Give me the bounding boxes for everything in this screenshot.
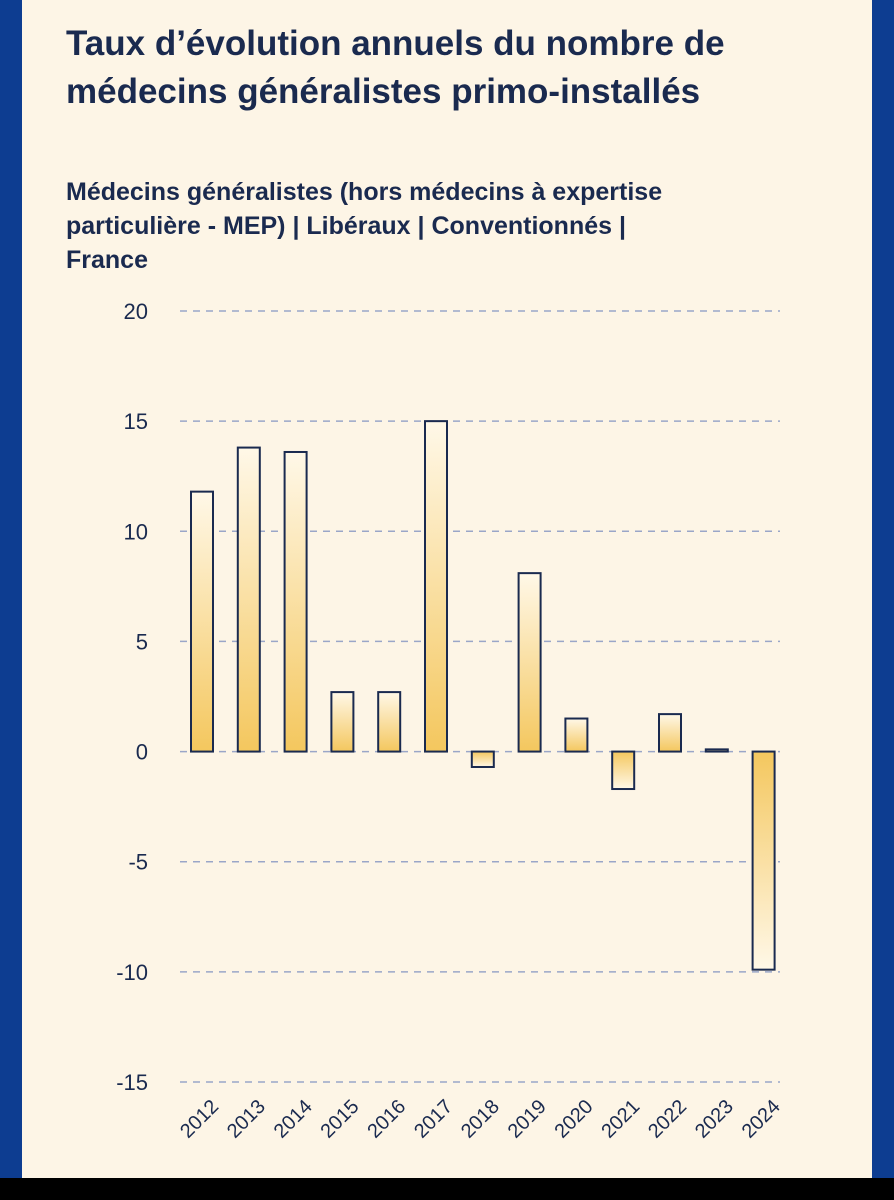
bar-2021 xyxy=(611,750,636,791)
bar-2013 xyxy=(236,446,261,753)
y-tick-label: -10 xyxy=(116,960,148,985)
y-axis-ticks: 20 15 10 5 0 -5 -10 -15 xyxy=(116,299,148,1095)
y-tick-label: -15 xyxy=(116,1070,148,1095)
x-axis-ticks: 2012 2013 2014 2015 2016 2017 2018 2019 2020 2021… xyxy=(176,1096,785,1143)
x-tick-label: 2021 xyxy=(597,1096,644,1143)
bar-2015 xyxy=(330,691,355,753)
bar-2016 xyxy=(377,691,402,753)
x-tick-label: 2022 xyxy=(644,1096,691,1143)
y-tick-label: 10 xyxy=(124,519,148,544)
bar-2022 xyxy=(658,713,682,753)
y-tick-label: 0 xyxy=(136,740,148,765)
bar-2023 xyxy=(704,748,729,753)
x-tick-label: 2012 xyxy=(176,1096,223,1143)
grid-lines xyxy=(180,310,780,1083)
bar-2020 xyxy=(564,717,589,753)
chart-subtitle: Médecins généralistes (hors médecins à e… xyxy=(66,178,663,274)
x-tick-label: 2019 xyxy=(504,1096,551,1143)
x-tick-label: 2015 xyxy=(317,1096,364,1143)
x-tick-label: 2024 xyxy=(738,1096,785,1143)
x-tick-label: 2017 xyxy=(410,1096,457,1143)
bar-2019 xyxy=(517,572,542,753)
bars xyxy=(190,420,776,971)
x-tick-label: 2018 xyxy=(457,1096,504,1143)
x-tick-label: 2014 xyxy=(270,1096,317,1143)
bar-2012 xyxy=(190,490,214,753)
bar-2018 xyxy=(470,750,495,768)
x-tick-label: 2016 xyxy=(363,1096,410,1143)
x-tick-label: 2020 xyxy=(551,1096,598,1143)
y-tick-label: 15 xyxy=(124,409,148,434)
x-tick-label: 2023 xyxy=(691,1096,738,1143)
chart-title: Taux d’évolution annuels du nombre de mé… xyxy=(66,24,725,111)
bottom-bar xyxy=(0,1178,894,1200)
bar-2017 xyxy=(424,420,448,753)
y-tick-label: 20 xyxy=(124,299,148,324)
y-tick-label: 5 xyxy=(136,629,148,654)
bar-2024 xyxy=(751,750,776,971)
bar-2014 xyxy=(283,450,308,753)
x-tick-label: 2013 xyxy=(223,1096,270,1143)
y-tick-label: -5 xyxy=(128,850,148,875)
